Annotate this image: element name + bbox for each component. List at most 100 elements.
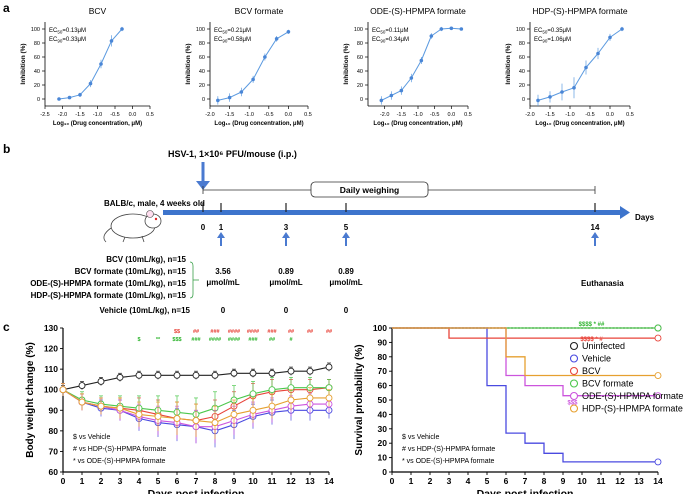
x-axis-label: Days post infection	[148, 488, 245, 494]
timeline-arrow-head	[620, 206, 630, 219]
dose-value: 0.89	[278, 267, 294, 276]
data-point	[135, 410, 143, 418]
data-point	[192, 417, 200, 425]
x-tick-label: 5	[485, 476, 490, 486]
data-point	[59, 386, 67, 394]
data-point	[109, 39, 114, 43]
infection-arrow-head	[196, 181, 210, 190]
y-axis-label: Inhibition (%)	[343, 43, 350, 84]
y-tick-label: 100	[31, 27, 40, 33]
data-point	[286, 30, 291, 34]
x-tick-label: 0.0	[448, 112, 456, 118]
timeline-tick-label: 14	[591, 223, 600, 232]
y-tick-label: 100	[196, 27, 205, 33]
data-point	[211, 419, 219, 427]
y-tick-label: 60	[519, 55, 525, 61]
x-tick-label: -1.5	[545, 112, 554, 118]
y-tick-label: 60	[357, 55, 363, 61]
data-point	[399, 88, 404, 93]
x-tick-label: -1.5	[225, 112, 234, 118]
y-axis-label: Inhibition (%)	[185, 43, 192, 84]
data-point	[584, 65, 588, 70]
x-tick-label: -1.0	[565, 112, 574, 118]
dose-arrow-head	[591, 232, 599, 238]
data-point	[249, 406, 257, 414]
ec90-subscript: 90	[380, 39, 386, 44]
x-tick-label: 4	[137, 476, 142, 486]
data-point	[409, 76, 414, 80]
dose-arrow-head	[217, 232, 225, 238]
y-tick-label: 60	[199, 55, 205, 61]
x-tick-label: 1	[409, 476, 414, 486]
y-tick-label: 0	[382, 467, 387, 477]
x-tick-label: -2.0	[205, 112, 214, 118]
x-tick-label: -2.0	[380, 112, 389, 118]
daily-weighing-label: Daily weighing	[340, 185, 400, 195]
y-tick-label: 0	[522, 97, 525, 103]
y-tick-label: 20	[519, 83, 525, 89]
data-point	[173, 371, 181, 379]
daily-weighing-box	[310, 181, 429, 198]
significance-green: ####	[228, 337, 240, 343]
y-tick-label: 100	[44, 385, 58, 395]
panel-b-timeline: HSV-1, 1×10⁶ PFU/mouse (i.p.) BALB/c, ma…	[30, 149, 654, 315]
x-tick-label: -1.0	[244, 112, 253, 118]
legend-entry: BCV formate	[582, 379, 634, 389]
y-tick-label: 110	[44, 364, 58, 374]
y-tick-label: 120	[44, 344, 58, 354]
y-tick-label: 0	[202, 97, 205, 103]
ec90-value: =1.06μM	[547, 37, 571, 43]
legend-marker	[569, 341, 579, 351]
x-axis-label: Log₁₀ (Drug concentration, μM)	[373, 121, 462, 127]
y-axis-label: Inhibition (%)	[20, 43, 27, 84]
significance-green: $	[137, 337, 140, 343]
y-tick-label: 80	[199, 41, 205, 47]
x-tick-label: 9	[561, 476, 566, 486]
x-tick-label: 7	[523, 476, 528, 486]
end-marker	[654, 324, 662, 332]
data-point	[88, 81, 93, 86]
data-point	[239, 90, 244, 94]
y-tick-label: 0	[37, 97, 40, 103]
data-point	[596, 51, 600, 56]
significance-red: ####	[228, 329, 240, 335]
x-tick-label: -0.5	[585, 112, 594, 118]
x-tick-label: 0	[390, 476, 395, 486]
survival-line	[392, 327, 658, 463]
data-point	[268, 386, 276, 394]
y-tick-label: 20	[34, 83, 40, 89]
data-point	[78, 382, 86, 390]
significance-red: ##	[193, 329, 199, 335]
data-point	[67, 95, 72, 100]
x-tick-label: 0.5	[304, 112, 312, 118]
significance-red: ####	[247, 329, 259, 335]
data-point	[57, 97, 61, 101]
legend-marker	[569, 391, 579, 401]
end-marker	[654, 372, 662, 379]
survival-line	[392, 327, 658, 377]
x-tick-label: 0.5	[146, 112, 154, 118]
data-point	[211, 371, 219, 379]
series-bcv	[392, 327, 662, 342]
stat-legend-text: * vs ODE-(S)-HPMPA formate	[73, 458, 166, 465]
ec90-label: EC90=0.33μM	[49, 37, 86, 44]
data-point	[274, 37, 279, 41]
y-axis-label: Survival probability (%)	[354, 344, 365, 455]
significance-purple: $$$	[567, 400, 578, 406]
y-tick-label: 0	[360, 97, 363, 103]
data-point	[116, 404, 124, 412]
dose-unit: μmol/mL	[206, 278, 239, 287]
legend-entry: Uninfected	[582, 341, 625, 351]
y-tick-label: 130	[44, 323, 58, 333]
legend-entry: BCV	[582, 366, 601, 376]
x-tick-label: 0.0	[606, 112, 614, 118]
x-tick-label: -0.5	[110, 112, 119, 118]
data-point	[78, 93, 82, 97]
significance-red: ##	[288, 329, 294, 335]
panel-label-c: c	[3, 320, 10, 334]
ec90-value: =0.33μM	[62, 37, 86, 43]
x-tick-label: -1.5	[397, 112, 406, 118]
x-tick-label: 10	[577, 476, 587, 486]
ec50-label: EC50=0.21μM	[214, 28, 251, 35]
x-tick-label: 3	[118, 476, 123, 486]
